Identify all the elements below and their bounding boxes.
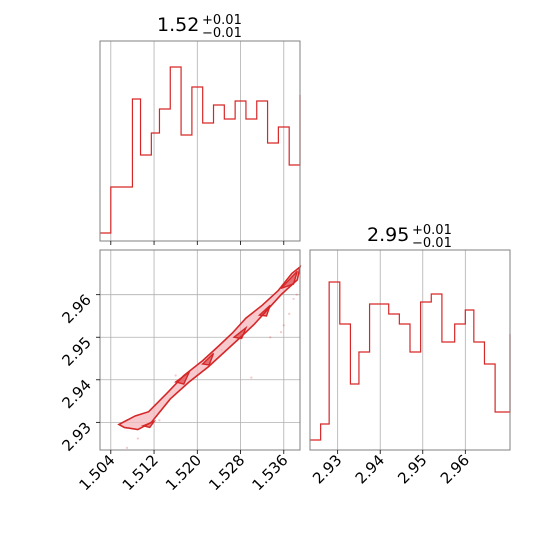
tick-label: 1.520 bbox=[162, 451, 205, 494]
sample-point bbox=[288, 312, 291, 315]
tick-label: 2.94 bbox=[352, 451, 388, 487]
inner-contour bbox=[201, 352, 215, 366]
sample-point bbox=[136, 437, 139, 440]
x-ticks: 2.93 2.94 2.95 2.96 bbox=[309, 450, 473, 487]
title-upper-error: +0.01 bbox=[412, 223, 452, 238]
title-lower-error: −0.01 bbox=[412, 236, 452, 251]
sample-point bbox=[279, 331, 283, 334]
tick-label: 2.96 bbox=[437, 451, 473, 487]
sample-point bbox=[282, 324, 285, 327]
tick-label: 1.536 bbox=[249, 451, 292, 494]
contour-panel: 1.504 1.512 1.520 1.528 1.536 2.932.942.952.… bbox=[58, 249, 302, 494]
tick-label: 1.504 bbox=[76, 451, 119, 494]
sample-point bbox=[269, 336, 272, 339]
title-value: 2.95 bbox=[367, 224, 409, 246]
panel-title: 2.95 +0.01 −0.01 bbox=[367, 223, 452, 251]
sample-point bbox=[250, 376, 253, 379]
axes-frame bbox=[309, 249, 511, 451]
tick-label: 2.93 bbox=[309, 451, 345, 487]
tick-label: 2.93 bbox=[58, 418, 94, 454]
axes-frame bbox=[99, 249, 301, 451]
tick-label: 2.94 bbox=[58, 376, 94, 412]
inner-contours bbox=[140, 270, 298, 429]
sample-point bbox=[174, 374, 177, 377]
title-upper-error: +0.01 bbox=[202, 13, 242, 28]
x-ticks: 1.504 1.512 1.520 1.528 1.536 bbox=[76, 450, 292, 494]
y-ticks: 2.93 2.94 2.95 2.96 bbox=[58, 291, 100, 455]
histogram-panel-param2: 2.93 2.94 2.95 2.96 2.95 +0.01 −0.01 bbox=[309, 223, 511, 487]
histogram-grid bbox=[110, 41, 285, 241]
inner-contour bbox=[232, 325, 248, 340]
histogram-step-line bbox=[100, 66, 301, 234]
x-ticks bbox=[110, 241, 285, 245]
inner-contour bbox=[280, 270, 298, 289]
histogram-step-line bbox=[310, 281, 511, 441]
sample-point bbox=[125, 446, 129, 449]
sample-point bbox=[292, 297, 295, 301]
inner-contour bbox=[140, 419, 157, 429]
outer-contour bbox=[117, 265, 302, 431]
tick-label: 1.528 bbox=[205, 451, 248, 494]
tick-label: 1.512 bbox=[119, 451, 162, 494]
sample-point bbox=[295, 293, 298, 296]
tick-label: 2.95 bbox=[58, 333, 94, 369]
tick-label: 2.95 bbox=[394, 451, 430, 487]
title-lower-error: −0.01 bbox=[202, 26, 242, 41]
histogram-grid bbox=[337, 250, 466, 450]
histogram-panel-param1: 1.52 +0.01 −0.01 bbox=[99, 13, 301, 245]
panel-title: 1.52 +0.01 −0.01 bbox=[157, 13, 242, 41]
tick-label: 2.96 bbox=[58, 291, 94, 327]
inner-contour bbox=[174, 370, 191, 385]
title-value: 1.52 bbox=[157, 14, 199, 36]
sample-point bbox=[158, 419, 161, 422]
inner-contour bbox=[257, 304, 271, 317]
axes-frame bbox=[99, 40, 301, 242]
